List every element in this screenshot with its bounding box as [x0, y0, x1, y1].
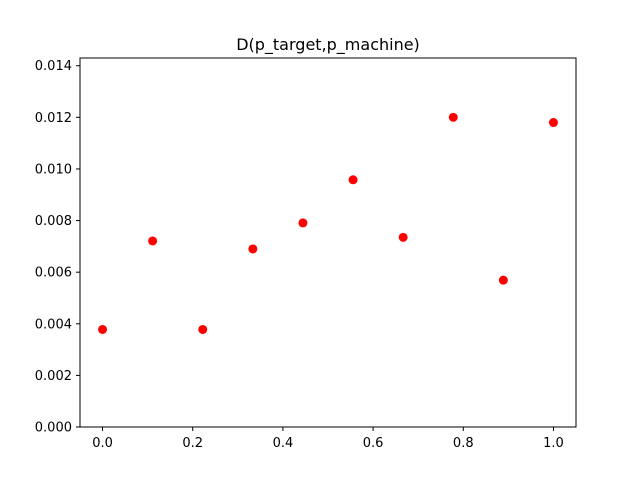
y-tick-label: 0.014	[35, 59, 72, 74]
data-point	[348, 175, 358, 185]
y-tick-label: 0.008	[35, 214, 72, 229]
data-point	[398, 232, 408, 242]
axes: 0.0 0.2 0.4 0.6 0.8 1.0 0.000 0.002 0.004 0.006 0.…	[35, 57, 577, 451]
y-tick-label: 0.006	[35, 266, 72, 281]
data-point	[198, 324, 208, 334]
data-point	[298, 218, 308, 228]
data-point	[248, 244, 258, 254]
x-tick-label: 1.0	[543, 436, 564, 451]
x-tick-label: 0.0	[92, 436, 113, 451]
data-point	[448, 112, 458, 122]
x-tick-label: 0.8	[453, 436, 474, 451]
y-tick-label: 0.010	[35, 162, 72, 177]
y-tick-label: 0.000	[35, 421, 72, 436]
y-tick-label: 0.004	[35, 317, 72, 332]
x-tick-label: 0.6	[363, 436, 384, 451]
y-tick-label: 0.012	[35, 111, 72, 126]
data-points	[98, 112, 558, 334]
data-point	[498, 275, 508, 285]
x-tick-label: 0.4	[273, 436, 294, 451]
data-point	[98, 324, 108, 334]
data-point	[148, 236, 158, 246]
data-point	[548, 118, 558, 128]
chart-title: D(p_target,p_machine)	[236, 35, 420, 55]
x-tick-label: 0.2	[182, 436, 203, 451]
y-tick-label: 0.002	[35, 369, 72, 384]
plot-frame	[79, 57, 577, 428]
